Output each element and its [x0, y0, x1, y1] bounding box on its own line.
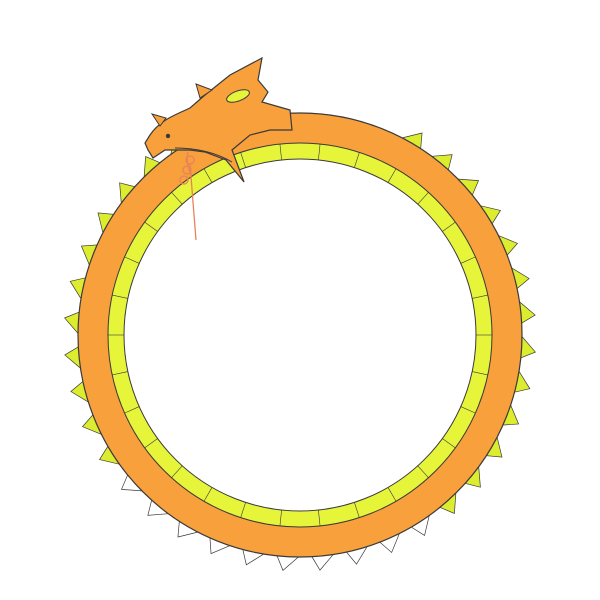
belly-segment-line	[112, 371, 128, 376]
dragon-tongue	[179, 151, 197, 241]
belly-segment-line	[472, 371, 488, 376]
belly-segment-line	[387, 487, 397, 502]
belly-segments	[108, 144, 492, 526]
belly-segment-line	[442, 438, 456, 449]
belly-segment-line	[460, 256, 476, 264]
belly-segment-line	[417, 192, 429, 205]
belly-segment-line	[279, 510, 282, 526]
belly-segment-line	[124, 406, 140, 414]
horn-front	[150, 113, 167, 127]
dorsal-spines	[64, 105, 536, 571]
belly-segment-line	[318, 510, 321, 526]
belly-segment-line	[460, 406, 476, 414]
belly-segment-line	[144, 221, 158, 232]
belly-outline-inner	[123, 158, 477, 512]
belly-segment-line	[171, 192, 183, 205]
belly-segment-line	[240, 152, 246, 168]
belly-segment-line	[387, 168, 397, 183]
belly-segment-line	[472, 294, 488, 299]
jaw-line	[174, 147, 233, 163]
belly-segment-line	[171, 465, 183, 478]
dragon-belly	[108, 143, 492, 527]
belly-segment-line	[112, 294, 128, 299]
dragon-body	[78, 113, 522, 557]
belly-segment-line	[240, 502, 246, 518]
eye	[226, 89, 250, 103]
body-outline-outer	[77, 112, 523, 558]
belly-segment-line	[279, 144, 282, 160]
belly-segment-line	[354, 152, 360, 168]
belly-segment-line	[203, 168, 213, 183]
belly-segment-line	[318, 144, 321, 160]
belly-segment-line	[354, 502, 360, 518]
head-shape	[144, 56, 293, 183]
belly-segment-line	[144, 438, 158, 449]
dragon-head	[144, 56, 293, 183]
belly-segment-line	[417, 465, 429, 478]
belly-segment-line	[124, 256, 140, 264]
horn-back	[195, 83, 214, 99]
belly-segment-line	[442, 221, 456, 232]
nostril	[165, 133, 171, 139]
belly-segment-line	[203, 487, 213, 502]
